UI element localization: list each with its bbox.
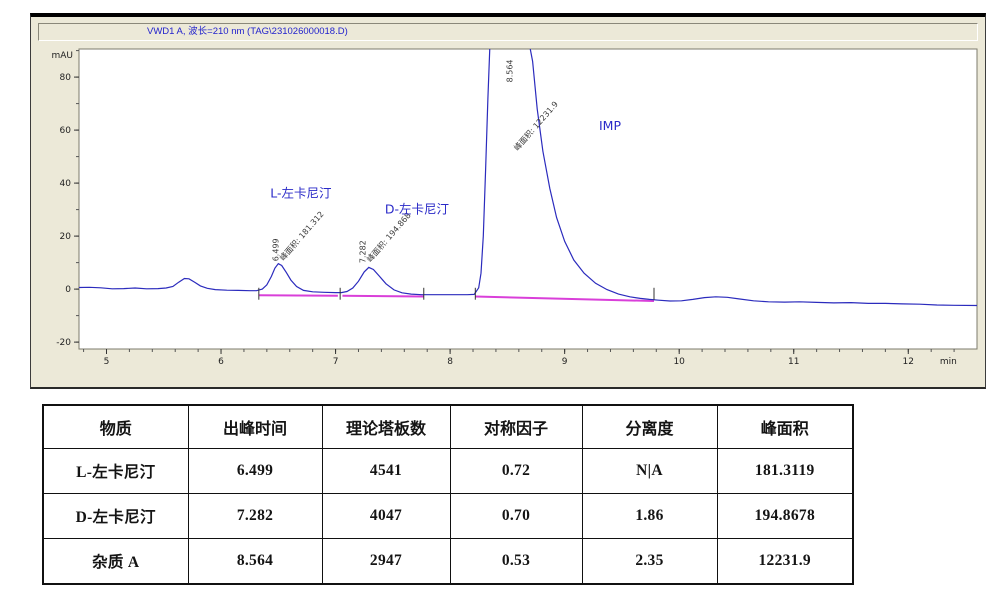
cell-area: 181.3119 <box>716 448 854 494</box>
col-header-resolution: 分离度 <box>581 404 718 449</box>
col-header-plates: 理论塔板数 <box>321 404 451 449</box>
chromatogram-title-bar: VWD1 A, 波长=210 nm (TAG\231026000018.D) <box>38 23 978 41</box>
col-header-substance: 物质 <box>42 404 189 449</box>
table-row: D-左卡尼汀 7.282 4047 0.70 1.86 194.8678 <box>42 493 854 539</box>
table-header-row: 物质 出峰时间 理论塔板数 对称因子 分离度 峰面积 <box>42 404 854 449</box>
svg-text:20: 20 <box>60 232 72 242</box>
results-table: 物质 出峰时间 理论塔板数 对称因子 分离度 峰面积 L-左卡尼汀 6.499 … <box>42 404 854 585</box>
svg-text:6: 6 <box>218 357 224 367</box>
cell-substance: L-左卡尼汀 <box>42 448 189 494</box>
cell-area: 194.8678 <box>716 493 854 539</box>
svg-text:6.499: 6.499 <box>271 238 280 261</box>
svg-text:L-左卡尼汀: L-左卡尼汀 <box>270 186 331 201</box>
table-row: 杂质 A 8.564 2947 0.53 2.35 12231.9 <box>42 538 854 585</box>
svg-text:80: 80 <box>60 73 72 83</box>
cell-plates: 4047 <box>321 493 451 539</box>
svg-text:8.564: 8.564 <box>506 59 515 82</box>
svg-text:7: 7 <box>333 357 339 367</box>
svg-text:D-左卡尼汀: D-左卡尼汀 <box>385 202 449 217</box>
cell-substance: 杂质 A <box>42 538 189 585</box>
cell-resolution: 2.35 <box>581 538 718 585</box>
cell-symmetry: 0.70 <box>449 493 583 539</box>
cell-area: 12231.9 <box>716 538 854 585</box>
table-row: L-左卡尼汀 6.499 4541 0.72 N|A 181.3119 <box>42 448 854 494</box>
svg-text:7.282: 7.282 <box>358 240 367 263</box>
cell-plates: 2947 <box>321 538 451 585</box>
cell-substance: D-左卡尼汀 <box>42 493 189 539</box>
svg-text:5: 5 <box>104 357 110 367</box>
svg-text:11: 11 <box>788 357 799 367</box>
svg-text:min: min <box>940 357 957 367</box>
col-header-area: 峰面积 <box>716 404 854 449</box>
cell-plates: 4541 <box>321 448 451 494</box>
cell-rt: 8.564 <box>187 538 323 585</box>
svg-text:IMP: IMP <box>599 118 621 133</box>
cell-rt: 7.282 <box>187 493 323 539</box>
svg-text:40: 40 <box>60 179 72 189</box>
svg-text:12: 12 <box>903 357 914 367</box>
cell-symmetry: 0.72 <box>449 448 583 494</box>
cell-resolution: 1.86 <box>581 493 718 539</box>
svg-text:0: 0 <box>65 285 71 295</box>
chromatogram-title: VWD1 A, 波长=210 nm (TAG\231026000018.D) <box>147 26 348 37</box>
svg-text:9: 9 <box>562 357 568 367</box>
svg-text:mAU: mAU <box>51 51 73 61</box>
svg-text:-20: -20 <box>56 338 71 348</box>
svg-text:60: 60 <box>60 126 72 136</box>
svg-text:10: 10 <box>673 357 685 367</box>
col-header-symmetry: 对称因子 <box>449 404 583 449</box>
cell-resolution: N|A <box>581 448 718 494</box>
col-header-rt: 出峰时间 <box>187 404 323 449</box>
svg-text:8: 8 <box>447 357 453 367</box>
chromatogram-window: VWD1 A, 波长=210 nm (TAG\231026000018.D) -… <box>30 13 986 389</box>
cell-rt: 6.499 <box>187 448 323 494</box>
results-table-wrap: 物质 出峰时间 理论塔板数 对称因子 分离度 峰面积 L-左卡尼汀 6.499 … <box>42 404 854 585</box>
cell-symmetry: 0.53 <box>449 538 583 585</box>
